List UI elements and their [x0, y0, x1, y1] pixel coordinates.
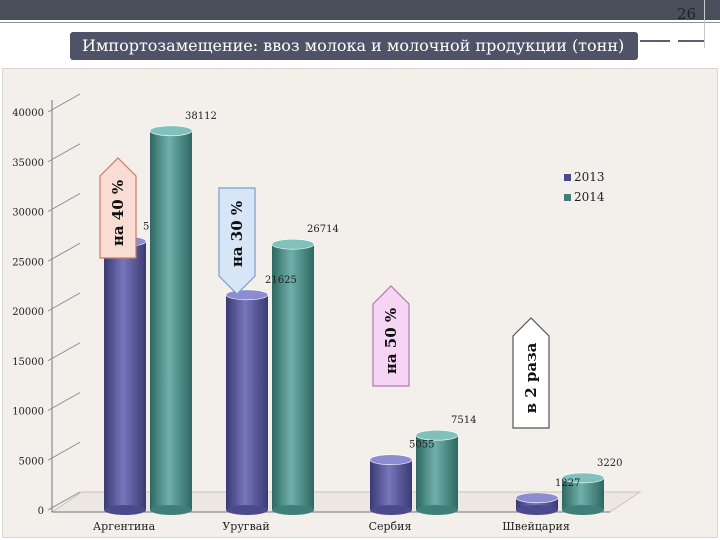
- data-label: 38112: [185, 111, 217, 122]
- callout-arrow: [99, 157, 137, 259]
- legend-swatch: [564, 193, 571, 201]
- legend-swatch: [564, 173, 571, 181]
- bar: [415, 429, 459, 515]
- bar: [561, 472, 605, 515]
- title-decoration: [640, 40, 670, 42]
- data-label: 5055: [409, 440, 434, 451]
- bar-bottom: [226, 505, 268, 515]
- callout-label: в 2 раза: [522, 342, 540, 414]
- bar-top: [149, 125, 193, 137]
- bar-bottom: [104, 505, 146, 515]
- bar-body: [226, 294, 268, 510]
- y-tick-label: 20000: [12, 307, 44, 318]
- x-tick-label: Уругвай: [222, 520, 269, 533]
- x-tick-label: Сербия: [369, 520, 412, 533]
- data-label: 21625: [265, 275, 297, 286]
- x-tick-label: Швейцария: [502, 520, 570, 533]
- callout-label: на 30 %: [228, 200, 246, 268]
- data-label: 5: [143, 221, 149, 232]
- y-tick-mark: [47, 491, 81, 511]
- bar-bottom: [370, 505, 412, 515]
- bar-top: [515, 492, 559, 504]
- bar-bottom: [272, 505, 314, 515]
- callout-label: на 40 %: [109, 179, 127, 247]
- chart-legend: 2013 2014: [564, 170, 620, 210]
- y-tick-label: 10000: [12, 407, 44, 418]
- y-tick-mark: [47, 93, 81, 113]
- y-tick-label: 30000: [12, 208, 44, 219]
- y-tick-label: 15000: [12, 357, 44, 368]
- top-divider: [0, 22, 720, 23]
- y-tick-label: 35000: [12, 158, 44, 169]
- bar-top: [225, 289, 269, 301]
- bar-top: [415, 429, 459, 441]
- bar-body: [104, 241, 146, 510]
- bar-bottom: [562, 505, 604, 515]
- y-tick-mark: [47, 193, 81, 212]
- legend-label: 2013: [574, 170, 605, 184]
- data-label: 3220: [597, 458, 622, 469]
- bar: [103, 236, 147, 515]
- bar: [271, 238, 315, 515]
- y-tick-mark: [47, 242, 81, 262]
- y-tick-mark: [47, 143, 81, 163]
- bar-top: [369, 454, 413, 466]
- bar-body: [370, 459, 412, 510]
- bar: [369, 454, 413, 515]
- data-label: 1227: [555, 478, 580, 489]
- bar: [149, 125, 193, 515]
- y-tick-mark: [47, 292, 81, 312]
- y-tick-mark: [47, 441, 81, 461]
- corner-frame: [704, 0, 720, 48]
- y-tick-label: 25000: [12, 257, 44, 268]
- bar-top: [561, 472, 605, 484]
- x-tick-label: Аргентина: [93, 520, 156, 533]
- legend-label: 2014: [574, 190, 605, 204]
- data-label: 7514: [451, 415, 476, 426]
- slide-number: 26: [676, 5, 696, 23]
- bar-bottom: [416, 505, 458, 515]
- callout-label: на 50 %: [382, 307, 400, 375]
- bar-body: [150, 130, 192, 511]
- y-tick-mark: [47, 392, 81, 411]
- bar-body: [272, 244, 314, 511]
- y-tick-label: 40000: [12, 108, 44, 119]
- bar-bottom: [150, 505, 192, 515]
- bar-top: [271, 238, 315, 250]
- bar: [225, 289, 269, 515]
- callout-arrow: [218, 187, 256, 295]
- title-bar: [70, 32, 638, 60]
- callout-arrow: [512, 317, 550, 429]
- bar-body: [562, 477, 604, 510]
- callout-arrow: [372, 285, 410, 387]
- bar: [515, 492, 559, 515]
- bar-bottom: [516, 505, 558, 515]
- title-decoration: [678, 40, 704, 42]
- y-tick-label: 0: [38, 506, 44, 517]
- y-tick-mark: [47, 342, 81, 362]
- bar-body: [416, 435, 458, 510]
- slide-title: Импортозамещение: ввоз молока и молочной…: [82, 36, 625, 55]
- top-band: [0, 0, 720, 20]
- legend-item: 2014: [564, 190, 620, 204]
- data-label: 26714: [307, 224, 339, 235]
- legend-item: 2013: [564, 170, 620, 184]
- y-tick-label: 5000: [19, 456, 44, 467]
